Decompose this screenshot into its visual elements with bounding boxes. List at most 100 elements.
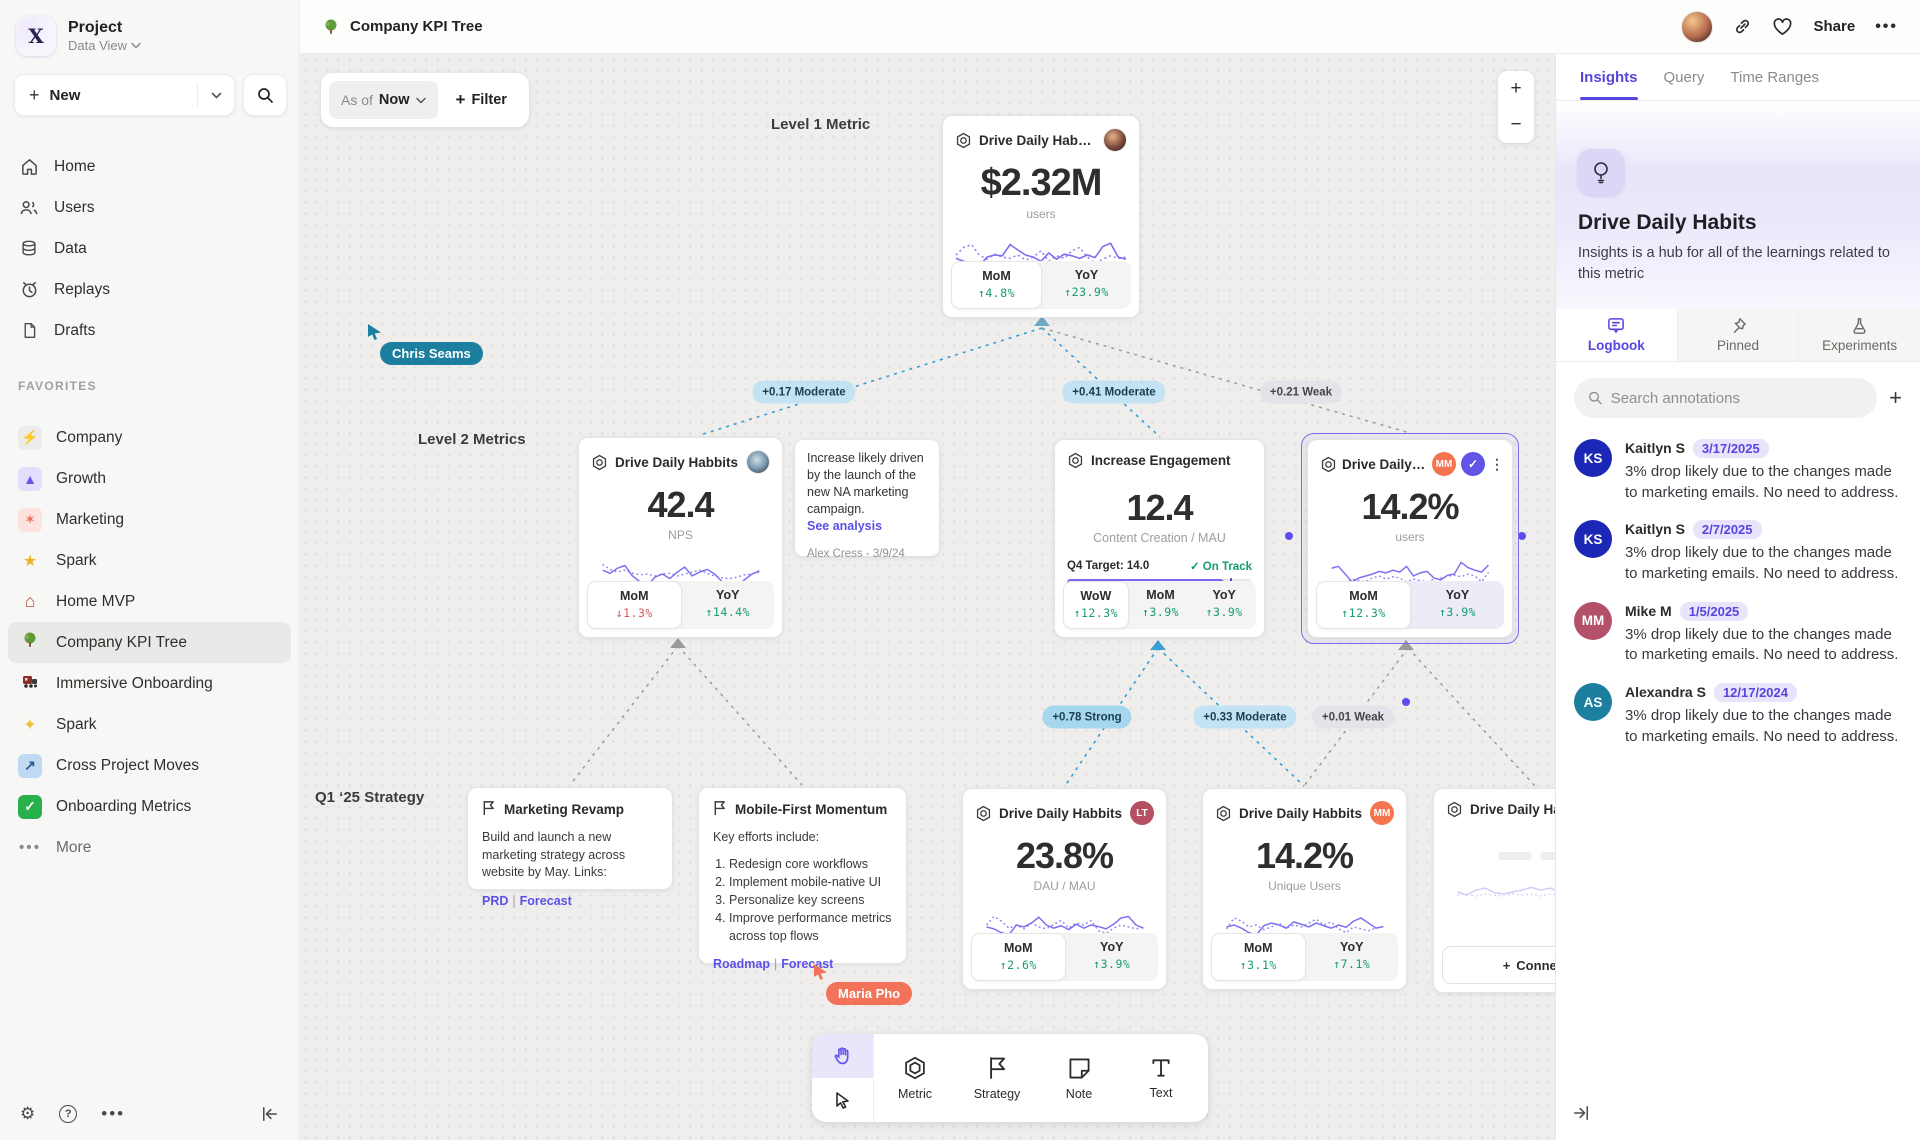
selection-handle[interactable]	[1402, 698, 1410, 706]
sidebar-item-home-mvp[interactable]: ⌂ Home MVP	[8, 581, 291, 622]
sidebar-item-data[interactable]: Data	[8, 228, 291, 269]
stat-mom[interactable]: MoM ↑2.6%	[971, 933, 1066, 981]
subtab-logbook[interactable]: Logbook	[1556, 309, 1677, 362]
note-card[interactable]: Increase likely driven by the launch of …	[795, 440, 939, 560]
sidebar-item-immersive-onboarding[interactable]: Immersive Onboarding	[8, 663, 291, 704]
card-menu-icon[interactable]: ⋮	[1490, 456, 1504, 472]
more-options-icon[interactable]: •••	[101, 1104, 126, 1123]
sidebar-item-onboarding-metrics[interactable]: ✓ Onboarding Metrics	[8, 786, 291, 827]
annotation-item[interactable]: KS Kaitlyn S 3/17/2025 3% drop likely due…	[1556, 422, 1920, 503]
connect-button[interactable]: +Connect	[1442, 946, 1555, 984]
metric-value: 12.4	[1126, 487, 1193, 528]
sidebar-item-company[interactable]: ⚡ Company	[8, 417, 291, 458]
annotation-search[interactable]	[1574, 378, 1878, 419]
project-switcher[interactable]: X Project Data View	[0, 0, 299, 64]
strategy-tool[interactable]: Strategy	[956, 1034, 1038, 1122]
help-icon[interactable]: ?	[59, 1105, 78, 1123]
zoom-control: + −	[1498, 71, 1534, 143]
stat-wow[interactable]: WoW ↑12.3%	[1063, 581, 1129, 629]
selected-card-outline[interactable]: Drive Daily Habb.. MM ✓ ⋮ 14.2% users Mo…	[1301, 433, 1519, 644]
stat-yoy[interactable]: YoY ↑23.9%	[1064, 268, 1109, 299]
metric-card-unique-users[interactable]: Drive Daily Habbits MM 14.2% Unique User…	[1202, 788, 1407, 990]
project-view-selector[interactable]: Data View	[68, 38, 141, 53]
sidebar-search-button[interactable]	[243, 74, 287, 116]
collapse-sidebar-icon[interactable]	[261, 1106, 279, 1122]
kpi-tree-canvas[interactable]: Level 1 Metric Level 2 Metrics Q1 ‘25 St…	[300, 54, 1555, 1140]
sidebar-item-label: Home	[54, 157, 96, 175]
user-avatar[interactable]	[1681, 10, 1714, 43]
metric-card-dau-mau[interactable]: Drive Daily Habbits LT 23.8% DAU / MAU M…	[962, 788, 1167, 990]
metric-value: 14.2%	[1361, 486, 1459, 527]
sidebar-item-more[interactable]: ••• More	[8, 827, 291, 868]
add-annotation-button[interactable]: +	[1889, 385, 1902, 411]
sidebar-item-label: Data	[54, 239, 87, 257]
see-analysis-link[interactable]: See analysis	[807, 518, 883, 533]
sidebar-item-spark[interactable]: ★ Spark	[8, 540, 291, 581]
zoom-in-button[interactable]: +	[1510, 78, 1522, 99]
stat-yoy[interactable]: YoY ↑3.9%	[1438, 588, 1477, 619]
metric-card-nps[interactable]: Drive Daily Habbits 42.4 NPS MoM ↓1.3% Yo…	[578, 437, 783, 638]
copy-link-icon[interactable]	[1733, 17, 1752, 36]
collapse-caret[interactable]	[1398, 640, 1414, 650]
collapse-caret[interactable]	[1034, 316, 1050, 326]
tab-time-ranges[interactable]: Time Ranges	[1730, 68, 1820, 86]
annotation-item[interactable]: MM Mike M 1/5/2025 3% drop likely due to …	[1556, 585, 1920, 666]
subtab-pinned[interactable]: Pinned	[1676, 309, 1799, 362]
metric-card-increase-engagement[interactable]: Increase Engagement 12.4 Content Creatio…	[1054, 439, 1265, 638]
stat-yoy[interactable]: YoY ↑7.1%	[1333, 940, 1371, 971]
sidebar-item-users[interactable]: Users	[8, 187, 291, 228]
sidebar-item-company-kpi-tree[interactable]: Company KPI Tree	[8, 622, 291, 663]
sidebar-item-replays[interactable]: Replays	[8, 269, 291, 310]
sidebar-item-spark-2[interactable]: ✦ Spark	[8, 704, 291, 745]
share-button[interactable]: Share	[1813, 18, 1856, 35]
metric-card-drive-daily-habbits-selected[interactable]: Drive Daily Habb.. MM ✓ ⋮ 14.2% users Mo…	[1307, 439, 1513, 638]
favorite-heart-icon[interactable]	[1772, 17, 1793, 36]
note-tool[interactable]: Note	[1038, 1034, 1120, 1122]
strategy-card-mobile-first-momentum[interactable]: Mobile-First Momentum Key efforts includ…	[698, 787, 907, 971]
sidebar-item-growth[interactable]: ▲ Growth	[8, 458, 291, 499]
sidebar-item-marketing[interactable]: ✶ Marketing	[8, 499, 291, 540]
tree-icon	[18, 631, 42, 654]
stat-yoy[interactable]: YoY ↑3.9%	[1205, 588, 1243, 619]
as-of-selector[interactable]: As of Now	[329, 81, 438, 119]
annotation-item[interactable]: AS Alexandra S 12/17/2024 3% drop likely …	[1556, 666, 1920, 747]
zoom-out-button[interactable]: −	[1510, 114, 1522, 135]
annotation-search-input[interactable]	[1610, 389, 1864, 407]
strategy-card-marketing-revamp[interactable]: Marketing Revamp Build and launch a new …	[467, 787, 673, 908]
collapse-panel-icon[interactable]	[1572, 1105, 1590, 1126]
prd-link[interactable]: PRD	[482, 893, 509, 908]
stat-mom[interactable]: MoM ↑4.8%	[951, 261, 1042, 309]
selection-handle[interactable]	[1518, 532, 1526, 540]
new-button[interactable]: + New	[14, 74, 235, 116]
collapse-caret[interactable]	[1150, 640, 1166, 650]
stat-yoy[interactable]: YoY ↑3.9%	[1093, 940, 1131, 971]
filter-button[interactable]: + Filter	[455, 90, 507, 109]
select-tool[interactable]	[812, 1078, 873, 1122]
metric-card-drive-daily-habbits[interactable]: Drive Daily Habbits $2.32M users MoM ↑4.8…	[942, 115, 1140, 318]
text-tool[interactable]: Text	[1120, 1034, 1202, 1122]
roadmap-link[interactable]: Roadmap	[713, 957, 770, 972]
settings-gear-icon[interactable]: ⚙	[20, 1104, 36, 1123]
subtab-experiments[interactable]: Experiments	[1798, 309, 1920, 362]
sidebar-item-cross-project-moves[interactable]: ↗ Cross Project Moves	[8, 745, 291, 786]
strategy-intro: Key efforts include:	[713, 830, 820, 844]
tab-insights[interactable]: Insights	[1580, 54, 1638, 100]
stat-mom[interactable]: MoM ↑3.9%	[1141, 588, 1180, 619]
more-menu-icon[interactable]: •••	[1875, 17, 1898, 35]
forecast-link[interactable]: Forecast	[781, 957, 834, 972]
stat-mom[interactable]: MoM ↑12.3%	[1316, 581, 1411, 629]
forecast-link[interactable]: Forecast	[519, 893, 572, 908]
stat-mom[interactable]: MoM ↓1.3%	[587, 581, 682, 629]
new-dropdown-chevron[interactable]	[198, 92, 234, 99]
sidebar-item-home[interactable]: Home	[8, 146, 291, 187]
sidebar-item-drafts[interactable]: Drafts	[8, 310, 291, 351]
stat-yoy[interactable]: YoY ↑14.4%	[705, 588, 751, 619]
annotation-item[interactable]: KS Kaitlyn S 2/7/2025 3% drop likely due …	[1556, 503, 1920, 584]
metric-tool[interactable]: Metric	[874, 1034, 956, 1122]
tab-query[interactable]: Query	[1663, 68, 1705, 86]
collapse-caret[interactable]	[670, 638, 686, 648]
hand-tool[interactable]	[812, 1034, 873, 1078]
stat-mom[interactable]: MoM ↑3.1%	[1211, 933, 1306, 981]
metric-card-unconnected[interactable]: Drive Daily Habbits +Connect	[1433, 788, 1555, 993]
selection-handle[interactable]	[1285, 532, 1293, 540]
